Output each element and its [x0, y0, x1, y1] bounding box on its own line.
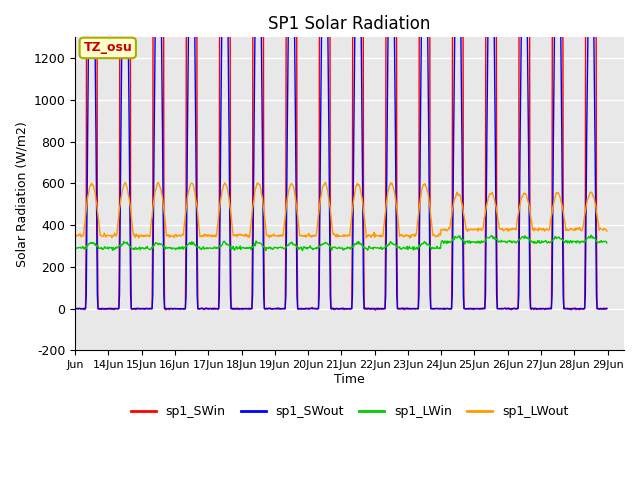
Y-axis label: Solar Radiation (W/m2): Solar Radiation (W/m2): [15, 121, 28, 267]
sp1_SWout: [396, 306, 404, 312]
sp1_SWin: [278, 306, 286, 312]
Title: SP1 Solar Radiation: SP1 Solar Radiation: [268, 15, 431, 33]
sp1_SWout: [232, 306, 239, 312]
Legend: sp1_SWin, sp1_SWout, sp1_LWin, sp1_LWout: sp1_SWin, sp1_SWout, sp1_LWin, sp1_LWout: [126, 400, 573, 423]
sp1_LWout: [232, 231, 239, 237]
sp1_SWout: [258, 56, 266, 62]
sp1_LWin: [134, 245, 141, 251]
X-axis label: Time: Time: [334, 373, 365, 386]
sp1_SWin: [427, 306, 435, 312]
sp1_SWin: [134, 306, 142, 312]
sp1_LWin: [278, 245, 285, 251]
sp1_LWout: [321, 180, 329, 185]
sp1_LWin: [232, 245, 239, 251]
Line: sp1_LWout: sp1_LWout: [75, 182, 607, 238]
sp1_SWout: [603, 305, 611, 311]
sp1_LWin: [587, 232, 595, 238]
sp1_LWout: [427, 214, 435, 219]
sp1_LWout: [134, 233, 141, 239]
sp1_LWin: [396, 246, 404, 252]
sp1_LWout: [396, 232, 404, 238]
sp1_SWout: [71, 306, 79, 312]
sp1_LWin: [258, 241, 266, 247]
sp1_SWout: [426, 292, 434, 298]
sp1_LWin: [299, 248, 307, 253]
Line: sp1_LWin: sp1_LWin: [75, 235, 607, 251]
sp1_LWout: [406, 235, 414, 241]
sp1_LWin: [603, 240, 611, 246]
sp1_LWout: [258, 192, 266, 198]
sp1_LWin: [426, 244, 434, 250]
sp1_SWout: [134, 306, 141, 312]
sp1_SWin: [232, 306, 240, 312]
sp1_SWin: [71, 306, 79, 312]
sp1_SWin: [397, 306, 404, 312]
Text: TZ_osu: TZ_osu: [83, 41, 132, 54]
Line: sp1_SWout: sp1_SWout: [75, 0, 607, 309]
sp1_SWin: [371, 307, 379, 313]
Line: sp1_SWin: sp1_SWin: [75, 0, 607, 310]
sp1_LWout: [603, 228, 611, 234]
sp1_LWout: [278, 232, 285, 238]
sp1_LWout: [71, 232, 79, 238]
sp1_SWout: [278, 306, 285, 312]
sp1_LWin: [71, 246, 79, 252]
sp1_SWin: [603, 306, 611, 312]
